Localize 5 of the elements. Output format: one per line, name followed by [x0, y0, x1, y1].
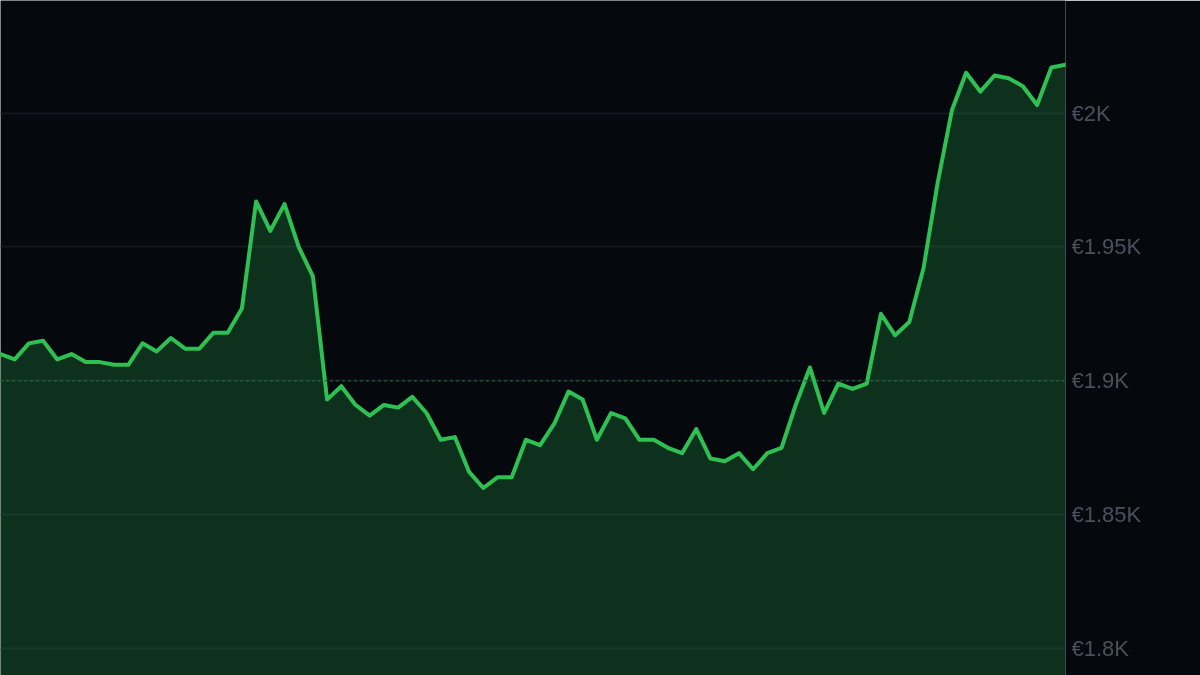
- y-tick-label: €1.8K: [1071, 636, 1130, 662]
- y-tick-label: €1.85K: [1071, 502, 1142, 528]
- y-tick-label: €1.9K: [1071, 368, 1130, 394]
- y-tick-label: €1.95K: [1071, 234, 1142, 260]
- y-tick-label: €2K: [1071, 100, 1111, 126]
